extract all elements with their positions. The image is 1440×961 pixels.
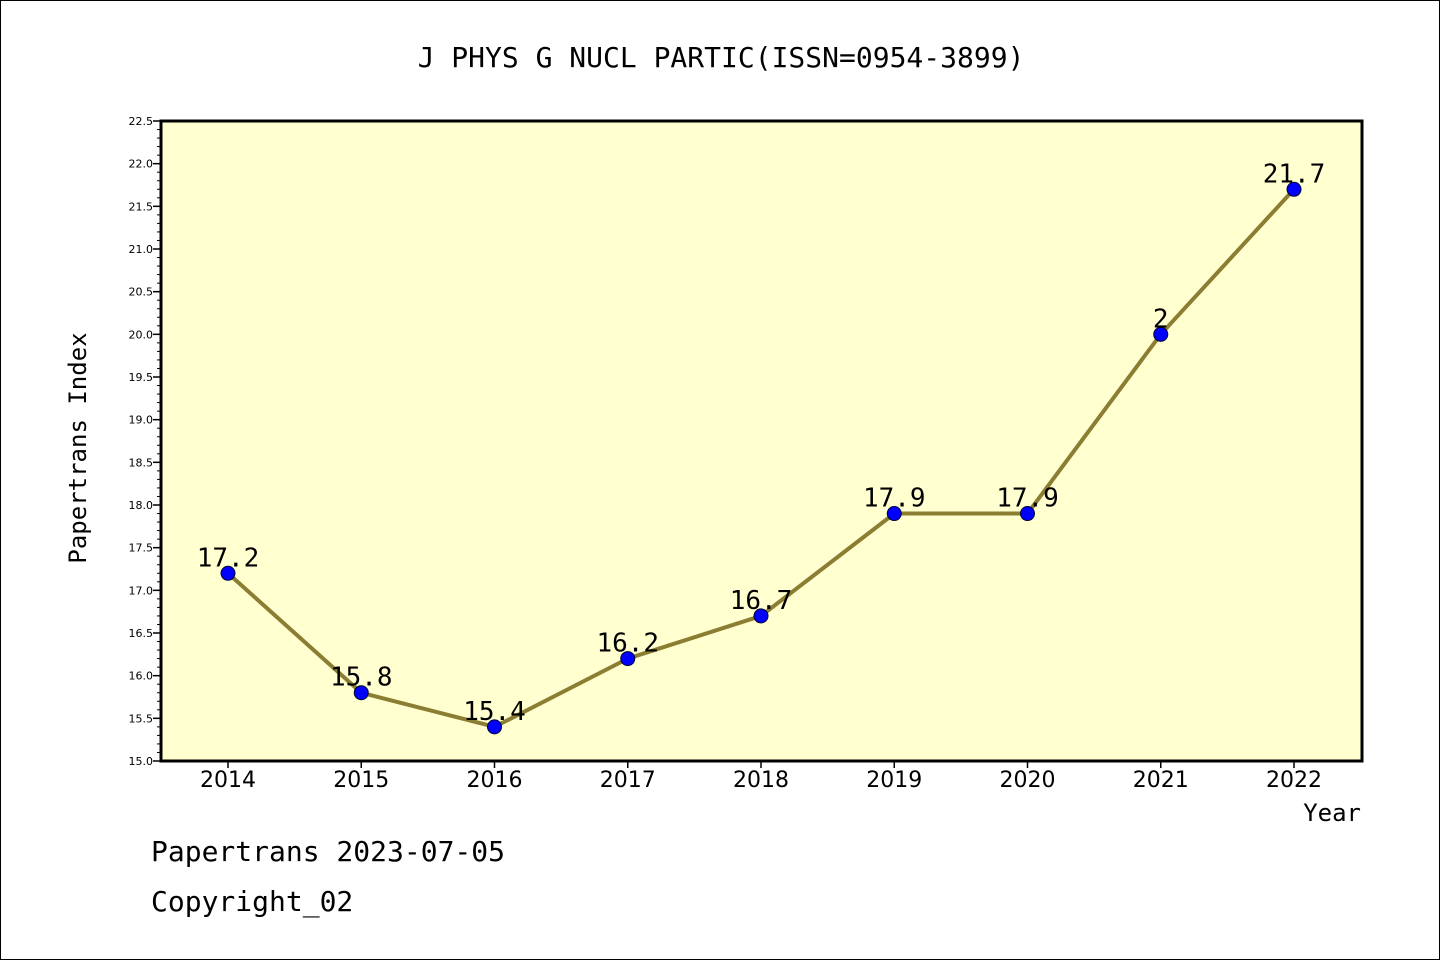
data-point (487, 719, 502, 735)
x-tick-label: 2021 (1133, 768, 1189, 793)
copyright-text: Copyright_02 (151, 885, 354, 918)
data-point (220, 565, 236, 581)
y-axis: 15.0 15.5 16.0 16.5 17.0 17.5 18.0 18.5 19.0 19.5… (129, 115, 161, 768)
data-label: 15.8 (330, 663, 393, 693)
data-point (886, 506, 902, 522)
y-tick-label: 19.5 (129, 371, 154, 384)
data-point (620, 651, 636, 667)
data-point (1153, 326, 1169, 342)
x-tick-label: 2016 (467, 768, 523, 793)
x-tick-label: 2018 (733, 768, 789, 793)
y-axis-label: Papertrans Index (64, 332, 92, 563)
data-markers (220, 181, 1302, 735)
chart-title: J PHYS G NUCL PARTIC(ISSN=0954-3899) (418, 41, 1025, 74)
y-tick-label: 15.0 (129, 755, 154, 768)
data-point (353, 685, 369, 701)
source-date-text: Papertrans 2023-07-05 (151, 835, 506, 868)
y-tick-label: 17.0 (129, 584, 154, 597)
data-label: 17.9 (863, 484, 926, 514)
x-tick-label: 2020 (1000, 768, 1056, 793)
y-tick-label: 18.5 (129, 456, 154, 469)
data-point (753, 608, 769, 624)
data-point (1020, 506, 1035, 522)
y-tick-label: 19.0 (129, 414, 154, 427)
y-tick-label: 16.5 (129, 627, 154, 640)
y-tick-label: 15.5 (129, 712, 154, 725)
plot-area (161, 121, 1362, 761)
plot-border (159, 119, 1364, 763)
y-tick-label: 20.0 (129, 328, 154, 341)
data-labels: 17.2 15.8 15.4 16.2 16.7 17.9 17.9 2 21.7 (197, 159, 1326, 727)
data-label: 16.7 (730, 586, 793, 616)
y-tick-label: 20.5 (129, 286, 154, 299)
x-axis: 2014 2015 2016 2017 2018 2019 2020 2021 2022 (200, 761, 1322, 793)
x-tick-label: 2015 (333, 768, 389, 793)
data-label: 17.2 (197, 543, 260, 573)
x-tick-label: 2014 (200, 768, 256, 793)
y-tick-label: 21.5 (129, 200, 154, 213)
data-label: 16.2 (596, 629, 659, 659)
data-label: 15.4 (463, 697, 526, 727)
x-tick-label: 2019 (866, 768, 922, 793)
data-label: 17.9 (996, 484, 1059, 514)
data-label: 21.7 (1263, 159, 1326, 189)
y-tick-label: 18.0 (129, 499, 154, 512)
data-point (1286, 181, 1302, 197)
y-tick-label: 22.0 (129, 158, 154, 171)
y-tick-label: 16.0 (129, 670, 154, 683)
data-label: 2 (1153, 304, 1169, 334)
x-tick-label: 2022 (1266, 768, 1322, 793)
x-tick-label: 2017 (600, 768, 656, 793)
y-tick-label: 21.0 (129, 243, 154, 256)
y-tick-label: 17.5 (129, 542, 154, 555)
x-axis-label: Year (1303, 799, 1361, 827)
y-tick-label: 22.5 (129, 115, 154, 128)
